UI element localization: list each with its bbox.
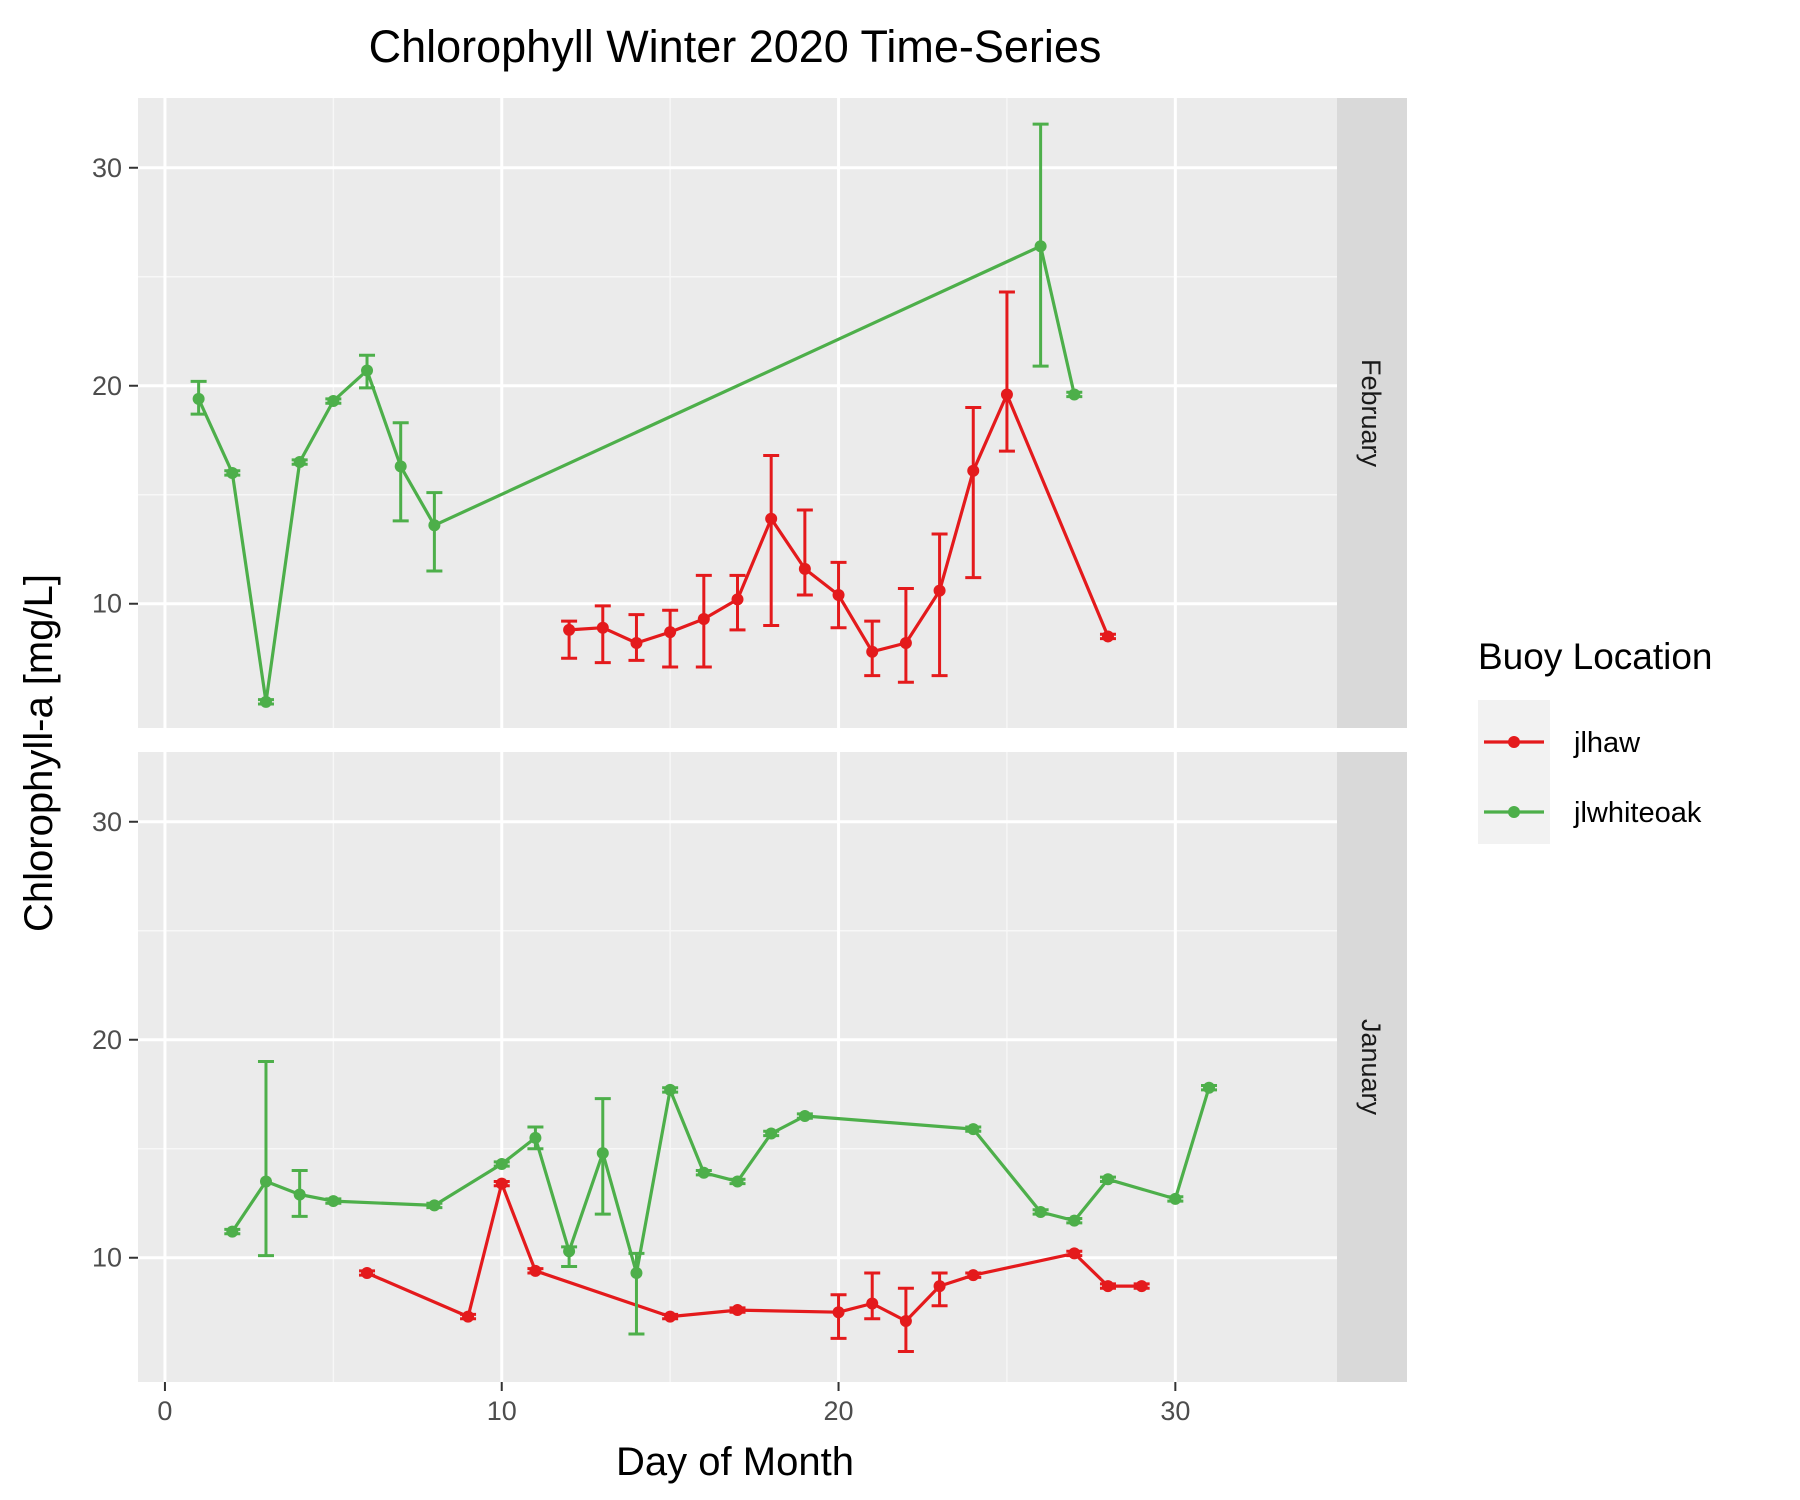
y-tick-label: 20 xyxy=(92,1025,122,1055)
data-point xyxy=(866,1297,879,1310)
data-point xyxy=(1068,1214,1081,1227)
data-point xyxy=(967,1123,980,1136)
facet-strip-label: January xyxy=(1356,1019,1386,1116)
data-point xyxy=(1203,1081,1216,1094)
data-point xyxy=(832,1306,845,1319)
x-axis-title: Day of Month xyxy=(616,1440,854,1484)
x-tick-label: 10 xyxy=(487,1396,517,1426)
data-point xyxy=(226,466,239,479)
series-jlhaw xyxy=(561,290,1116,684)
data-point xyxy=(226,1225,239,1238)
series-jlwhiteoak xyxy=(190,122,1083,708)
x-tick-label: 20 xyxy=(824,1396,854,1426)
series-jlwhiteoak xyxy=(224,1060,1218,1336)
data-point xyxy=(1068,388,1081,401)
data-point xyxy=(967,1269,980,1282)
data-point xyxy=(563,1245,576,1258)
data-point xyxy=(596,1147,609,1160)
legend-key-point xyxy=(1508,736,1520,748)
panel-background xyxy=(138,752,1337,1382)
legend-key-background xyxy=(1478,700,1550,844)
facet-strip-label: February xyxy=(1356,359,1386,468)
legend: Buoy Location jlhaw jlwhiteoak xyxy=(1478,636,1713,844)
data-point xyxy=(630,1267,643,1280)
data-point xyxy=(361,1267,374,1280)
data-point xyxy=(933,584,946,597)
data-point xyxy=(798,562,811,575)
data-point xyxy=(361,364,374,377)
legend-key-point xyxy=(1508,806,1520,818)
y-tick-label: 30 xyxy=(92,153,122,183)
data-point xyxy=(933,1280,946,1293)
data-point xyxy=(428,519,441,532)
data-point xyxy=(731,1304,744,1317)
data-point xyxy=(664,1083,677,1096)
data-point xyxy=(664,1310,677,1323)
data-point xyxy=(765,512,778,525)
plot-layer: 10 20 30 February 10 20 30 0 10 20 30 January xyxy=(92,98,1407,1426)
y-tick-label: 10 xyxy=(92,1243,122,1273)
data-point xyxy=(293,1188,306,1201)
y-tick-label: 30 xyxy=(92,807,122,837)
data-point xyxy=(1034,240,1047,253)
data-point xyxy=(1135,1280,1148,1293)
data-point xyxy=(1101,1173,1114,1186)
legend-label: jlhaw xyxy=(1573,727,1641,759)
legend-label: jlwhiteoak xyxy=(1573,797,1702,829)
data-point xyxy=(462,1310,475,1323)
data-point xyxy=(394,460,407,473)
data-point xyxy=(596,621,609,634)
data-point xyxy=(192,392,205,405)
series-line xyxy=(197,244,1076,704)
data-point xyxy=(967,464,980,477)
data-point xyxy=(529,1131,542,1144)
chart-title: Chlorophyll Winter 2020 Time-Series xyxy=(369,21,1102,72)
data-point xyxy=(1000,388,1013,401)
data-point xyxy=(327,395,340,408)
data-point xyxy=(664,626,677,639)
panel-background xyxy=(138,98,1337,728)
data-point xyxy=(428,1199,441,1212)
data-point xyxy=(259,1175,272,1188)
data-point xyxy=(495,1177,508,1190)
y-tick-label: 10 xyxy=(92,589,122,619)
x-tick-label: 30 xyxy=(1160,1396,1190,1426)
data-point xyxy=(1101,1280,1114,1293)
data-point xyxy=(259,695,272,708)
y-axis-title: Chlorophyll-a [mg/L] xyxy=(17,574,61,932)
data-point xyxy=(765,1127,778,1140)
data-point xyxy=(866,645,879,658)
data-point xyxy=(1101,630,1114,643)
legend-title: Buoy Location xyxy=(1478,636,1713,677)
panel-january: 10 20 30 0 10 20 30 January xyxy=(92,752,1407,1426)
series-line xyxy=(366,1181,1142,1323)
series-jlhaw xyxy=(359,1177,1150,1353)
data-point xyxy=(832,589,845,602)
data-point xyxy=(495,1158,508,1171)
data-point xyxy=(1169,1192,1182,1205)
y-tick-label: 20 xyxy=(92,371,122,401)
data-point xyxy=(327,1195,340,1208)
data-point xyxy=(731,1175,744,1188)
facet-strip xyxy=(1337,98,1407,728)
data-point xyxy=(1068,1247,1081,1260)
facet-strip xyxy=(1337,752,1407,1382)
legend-items: jlhaw jlwhiteoak xyxy=(1484,727,1702,829)
data-point xyxy=(563,623,576,636)
data-point xyxy=(731,593,744,606)
data-point xyxy=(697,613,710,626)
data-point xyxy=(697,1166,710,1179)
data-point xyxy=(899,636,912,649)
data-point xyxy=(798,1110,811,1123)
data-point xyxy=(1034,1205,1047,1218)
panel-february: 10 20 30 February xyxy=(92,98,1407,728)
x-tick-label: 0 xyxy=(157,1396,172,1426)
data-point xyxy=(529,1264,542,1277)
data-point xyxy=(899,1314,912,1327)
data-point xyxy=(630,636,643,649)
data-point xyxy=(293,456,306,469)
